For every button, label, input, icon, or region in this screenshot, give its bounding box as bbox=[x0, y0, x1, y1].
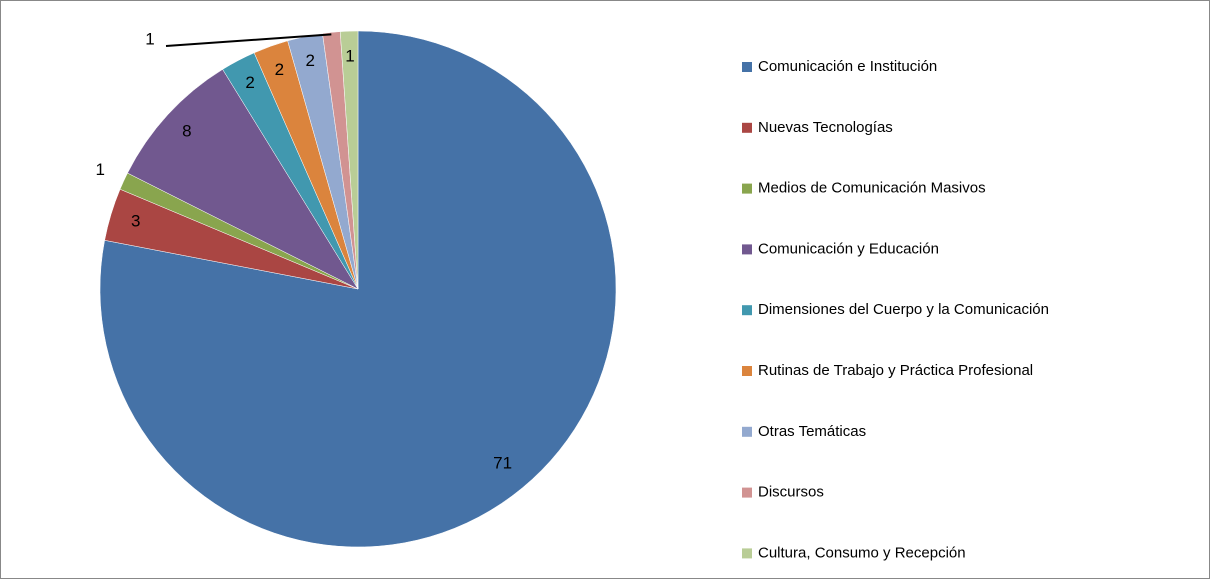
legend-label: Dimensiones del Cuerpo y la Comunicación bbox=[758, 301, 1049, 318]
legend-label: Medios de Comunicación Masivos bbox=[758, 180, 986, 197]
legend-swatch bbox=[742, 122, 752, 133]
legend-swatch bbox=[742, 244, 752, 255]
legend-swatch bbox=[742, 305, 752, 316]
legend-swatch bbox=[742, 487, 752, 498]
legend-label: Nuevas Tecnologías bbox=[758, 119, 893, 136]
data-label: 1 bbox=[345, 46, 354, 65]
legend-label: Discursos bbox=[758, 484, 824, 501]
legend-label: Rutinas de Trabajo y Práctica Profesiona… bbox=[758, 362, 1033, 379]
data-label: 2 bbox=[275, 60, 284, 79]
legend-swatch bbox=[742, 548, 752, 559]
data-label: 1 bbox=[145, 29, 154, 48]
data-label: 2 bbox=[245, 73, 254, 92]
data-label: 3 bbox=[131, 211, 140, 230]
pie-slice bbox=[127, 69, 359, 290]
legend-label: Cultura, Consumo y Recepción bbox=[758, 544, 966, 561]
legend-label: Otras Temáticas bbox=[758, 423, 866, 440]
legend-swatch bbox=[742, 183, 752, 194]
data-label: 8 bbox=[182, 122, 191, 141]
leader-line bbox=[165, 33, 332, 47]
legend-swatch bbox=[742, 426, 752, 437]
data-label: 2 bbox=[306, 51, 315, 70]
legend-label: Comunicación e Institución bbox=[758, 58, 937, 75]
pie-slice bbox=[339, 30, 359, 290]
legend-swatch bbox=[742, 62, 752, 72]
legend-swatch bbox=[742, 366, 752, 376]
legend-label: Comunicación y Educación bbox=[758, 240, 939, 257]
data-label: 1 bbox=[95, 160, 104, 179]
data-label: 71 bbox=[493, 454, 512, 473]
